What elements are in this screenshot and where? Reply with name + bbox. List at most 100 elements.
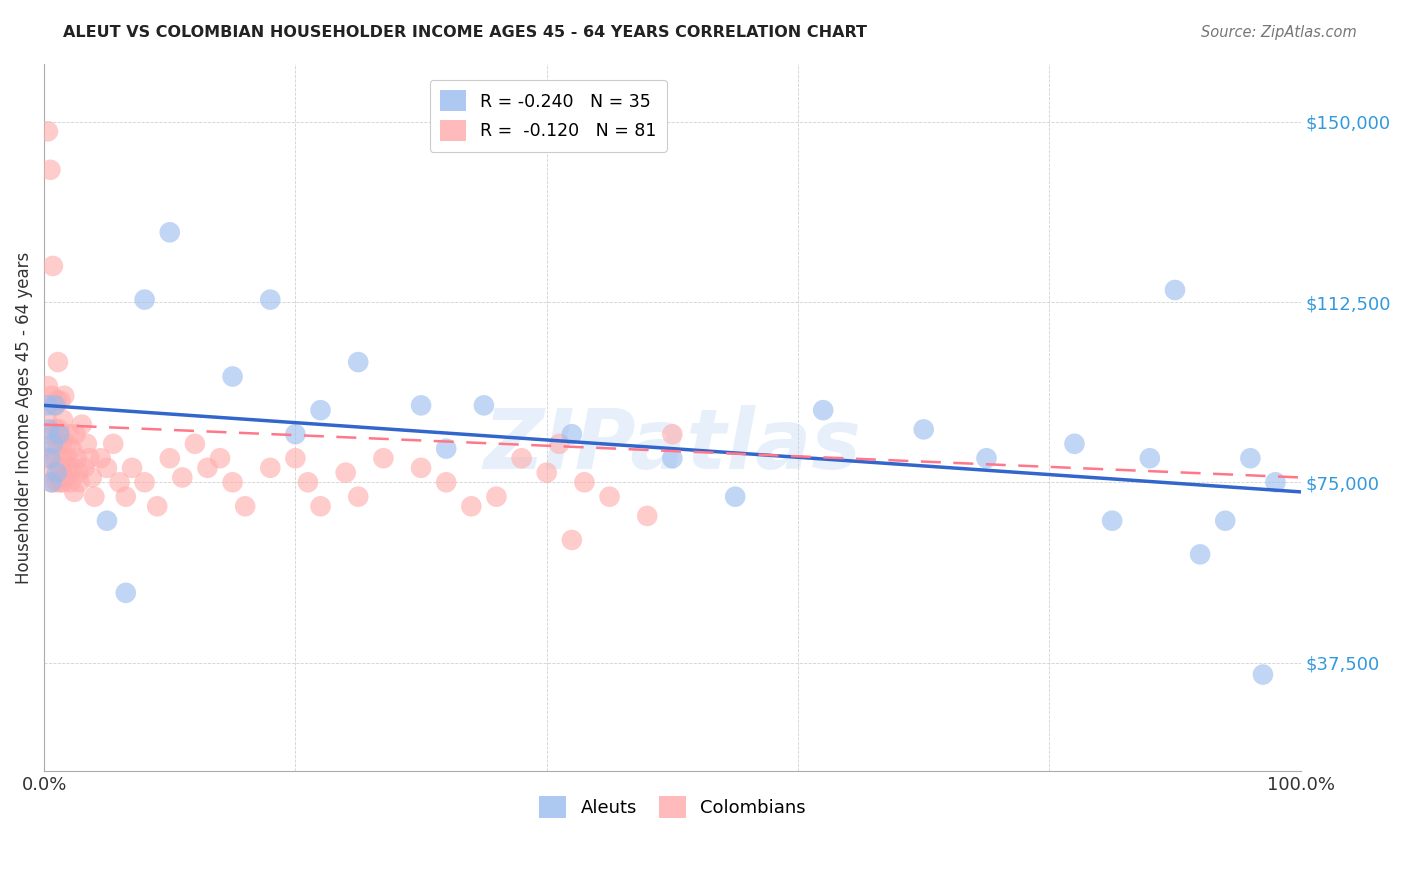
Point: [1213, 514, 1236, 528]
Point: [70, 417, 93, 432]
Point: [49, 475, 72, 490]
Point: [41, 475, 63, 490]
Point: [409, 398, 432, 412]
Point: [67, 466, 90, 480]
Point: [45, 466, 67, 480]
Point: [44, 398, 66, 412]
Text: ALEUT VS COLOMBIAN HOUSEHOLDER INCOME AGES 45 - 64 YEARS CORRELATION CHART: ALEUT VS COLOMBIAN HOUSEHOLDER INCOME AG…: [63, 25, 868, 40]
Point: [1251, 667, 1274, 681]
Point: [561, 533, 583, 547]
Point: [96, 460, 118, 475]
Point: [58, 427, 80, 442]
Point: [44, 422, 66, 436]
Point: [485, 490, 508, 504]
Point: [159, 225, 181, 239]
Point: [41, 475, 63, 490]
Point: [39, 427, 62, 442]
Point: [66, 451, 89, 466]
Text: ZIPatlas: ZIPatlas: [484, 405, 862, 486]
Point: [103, 437, 125, 451]
Point: [35, 413, 58, 427]
Point: [599, 490, 621, 504]
Point: [724, 490, 747, 504]
Point: [297, 475, 319, 490]
Point: [45, 393, 67, 408]
Point: [52, 413, 75, 427]
Point: [37, 379, 59, 393]
Point: [42, 437, 65, 451]
Point: [233, 500, 256, 514]
Point: [41, 389, 63, 403]
Point: [561, 427, 583, 442]
Point: [51, 437, 73, 451]
Point: [172, 470, 194, 484]
Point: [548, 437, 571, 451]
Point: [51, 460, 73, 475]
Point: [58, 460, 80, 475]
Point: [1101, 514, 1123, 528]
Point: [80, 470, 103, 484]
Point: [434, 442, 457, 456]
Point: [347, 355, 370, 369]
Point: [309, 500, 332, 514]
Point: [661, 451, 683, 466]
Point: [39, 451, 62, 466]
Point: [55, 470, 77, 484]
Point: [83, 490, 105, 504]
Point: [90, 451, 112, 466]
Point: [48, 427, 70, 442]
Point: [76, 437, 98, 451]
Point: [53, 389, 76, 403]
Point: [1189, 547, 1212, 561]
Point: [373, 451, 395, 466]
Point: [1239, 451, 1261, 466]
Point: [37, 124, 59, 138]
Point: [42, 259, 65, 273]
Point: [73, 460, 96, 475]
Point: [197, 460, 219, 475]
Point: [574, 475, 596, 490]
Point: [44, 451, 66, 466]
Point: [48, 460, 70, 475]
Point: [38, 451, 60, 466]
Point: [45, 475, 67, 490]
Point: [460, 500, 482, 514]
Point: [335, 466, 357, 480]
Point: [811, 403, 834, 417]
Point: [159, 451, 181, 466]
Point: [134, 475, 156, 490]
Point: [53, 451, 76, 466]
Point: [108, 475, 131, 490]
Point: [114, 586, 136, 600]
Point: [146, 500, 169, 514]
Point: [1063, 437, 1085, 451]
Point: [56, 451, 79, 466]
Point: [1139, 451, 1161, 466]
Point: [62, 460, 84, 475]
Point: [46, 355, 69, 369]
Point: [184, 437, 207, 451]
Point: [63, 484, 86, 499]
Point: [208, 451, 231, 466]
Point: [221, 369, 243, 384]
Point: [912, 422, 935, 436]
Point: [347, 490, 370, 504]
Point: [221, 475, 243, 490]
Point: [472, 398, 495, 412]
Point: [309, 403, 332, 417]
Point: [52, 475, 75, 490]
Point: [510, 451, 533, 466]
Point: [259, 460, 281, 475]
Point: [134, 293, 156, 307]
Point: [284, 451, 307, 466]
Point: [44, 398, 66, 412]
Point: [114, 490, 136, 504]
Point: [1264, 475, 1286, 490]
Y-axis label: Householder Income Ages 45 - 64 years: Householder Income Ages 45 - 64 years: [15, 252, 32, 583]
Legend: Aleuts, Colombians: Aleuts, Colombians: [531, 789, 813, 825]
Point: [39, 162, 62, 177]
Point: [60, 442, 83, 456]
Point: [49, 393, 72, 408]
Point: [48, 422, 70, 436]
Point: [409, 460, 432, 475]
